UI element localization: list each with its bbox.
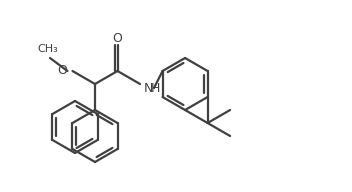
Text: O: O [58, 64, 68, 76]
Text: CH₃: CH₃ [38, 44, 58, 54]
Text: O: O [113, 32, 122, 46]
Text: H: H [151, 81, 161, 94]
Text: N: N [144, 81, 153, 94]
